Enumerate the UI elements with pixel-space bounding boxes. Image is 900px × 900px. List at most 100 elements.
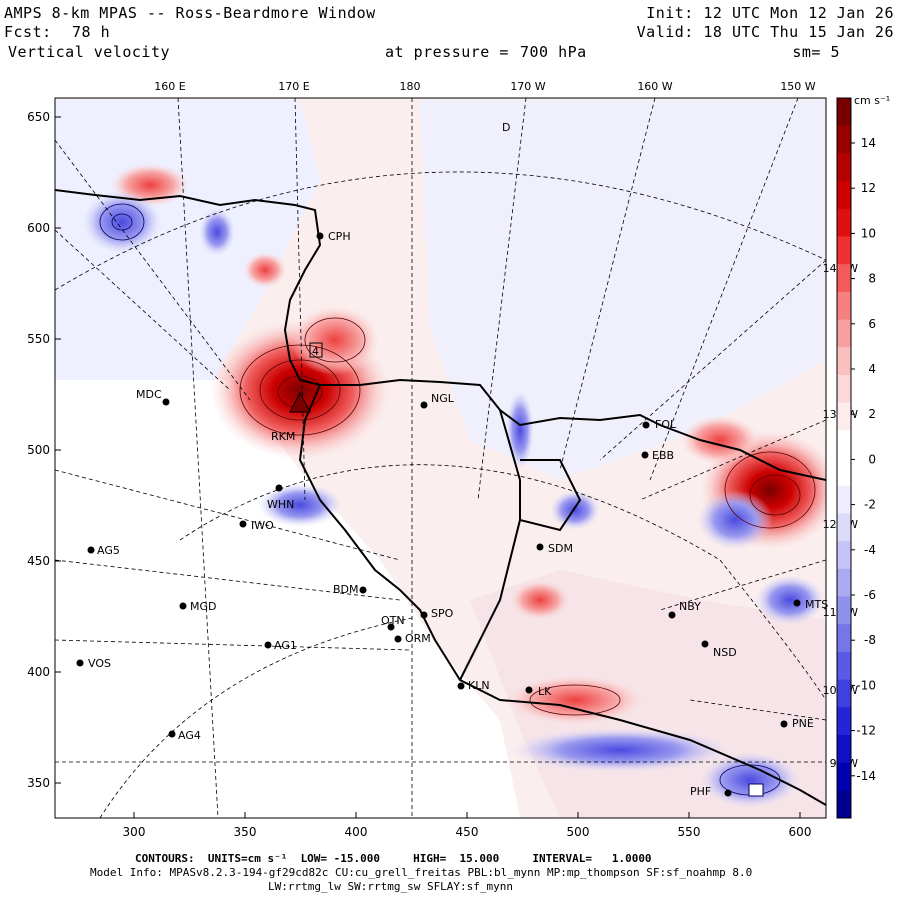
graticule [55,98,826,818]
x-tick-label: 450 [456,825,479,839]
x-tick-label: 550 [678,825,701,839]
downdraft-nw [82,190,162,254]
downdraft-ngl [506,390,534,470]
colorbar-frame [836,97,852,819]
colorbar-tick-label: 12 [861,181,876,195]
colorbar-tick-label: 0 [868,452,876,466]
x-tick-label: 350 [234,825,257,839]
x-tick-label: 500 [567,825,590,839]
downdraft-whn [258,483,342,527]
updraft-north [290,305,380,375]
stations: CPH MDC NGL WHN IWO AG5 MGD BDM SPO OTN … [76,121,828,798]
y-tick-label: 450 [27,554,50,568]
downdraft-sdm [550,490,600,530]
station-lk: LK [538,685,552,698]
station-ag4: AG4 [178,729,201,742]
field-name: Vertical velocity [8,43,171,61]
colorbar-swatch [837,430,851,459]
station-spo: SPO [431,607,454,620]
x-tick-label: 600 [789,825,812,839]
model-info-2: LW:rrtmg_lw SW:rrtmg_sw SFLAY:sf_mynn [268,880,514,893]
colorbar-tick-label: -10 [856,678,876,692]
updraft-lk [505,675,645,725]
x-tick-label: 400 [345,825,368,839]
lon-label: 170 E [278,80,309,93]
colorbar-swatch [837,264,851,293]
station-rkm: RKM [271,430,295,443]
colorbar-tick-label: 14 [861,136,876,150]
station-sdm: SDM [548,542,573,555]
station-pne: PNE [792,717,814,730]
y-tick-label: 500 [27,443,50,457]
pressure-label: at pressure = [385,43,509,61]
station-ebb: EBB [652,449,674,462]
summit-triangle-icon [289,391,311,413]
colorbar-swatch [837,319,851,348]
station-mdc: MDC [136,388,162,401]
colorbar-swatch [837,651,851,681]
colorbar-tick-label: -2 [864,498,876,512]
colorbar-swatch [837,458,851,487]
colorbar-swatch [837,624,851,653]
station-nsd: NSD [713,646,737,659]
plot-frame [54,97,827,819]
field-blue-north [420,100,826,480]
colorbar-swatch [837,707,851,736]
colorbar-tick-label: 8 [868,272,876,286]
colorbar-swatch [837,568,851,597]
colorbar-swatch [837,541,851,570]
colorbar-tick-label: -4 [864,543,876,557]
station-marker-d: D [502,121,510,134]
colorbar-swatch [837,679,851,708]
colorbar-swatch [837,790,851,819]
plot-area [55,98,826,818]
forecast-hours: 78 h [72,23,111,41]
downdraft-mts [755,575,825,625]
field-white-plateau [55,380,520,818]
station-phf: PHF [690,785,711,798]
colorbar-swatch [837,181,851,210]
colorbar-swatch [837,374,851,404]
downdraft-east [697,490,773,550]
y-tick-marks [55,116,61,784]
updraft-sdm [510,580,570,620]
station-cph: CPH [328,230,351,243]
lon-label: 160 W [637,80,672,93]
colorbar-swatch [837,513,851,542]
station-bdm: BDM [333,583,359,596]
downdraft-south [510,728,730,772]
station-otn: OTN [381,614,405,627]
lon-label: 160 E [154,80,185,93]
station-ag5: AG5 [97,544,120,557]
updraft-mountain [243,252,287,288]
x-tick-label: 300 [123,825,146,839]
colorbar-swatch [837,762,851,791]
colorbar-swatch [837,236,851,265]
init-time: Init: 12 UTC Mon 12 Jan 26 [646,4,894,22]
pressure-value: 700 hPa [520,43,587,61]
station-ag1: AG1 [274,639,297,652]
station-orm: ORM [405,632,431,645]
y-tick-label: 350 [27,776,50,790]
colorbar-swatch [837,734,851,764]
station-kln: KLN [468,679,490,692]
y-tick-label: 650 [27,110,50,124]
model-info: Model Info: MPASv8.2.3-194-gf29cd82c CU:… [90,866,753,879]
lon-label: 150 W [780,80,815,93]
station-mts: MTS [805,598,828,611]
x-tick-marks [133,812,801,818]
colorbar-tick-label: 2 [868,407,876,421]
smoothing-value: sm= 5 [792,43,840,61]
colorbar-tick-label: 10 [861,226,876,240]
station-iwo: IWO [251,519,274,532]
valid-time: Valid: 18 UTC Thu 15 Jan 26 [636,23,894,41]
station-ngl: NGL [431,392,455,405]
y-tick-label: 600 [27,221,50,235]
updraft-fol [680,415,760,465]
colorbar-tick-label: 6 [868,317,876,331]
colorbar-swatch [837,485,851,514]
colorbar-swatch [837,98,851,127]
colorbar-swatch [837,291,851,321]
station-whn: WHN [267,498,294,511]
